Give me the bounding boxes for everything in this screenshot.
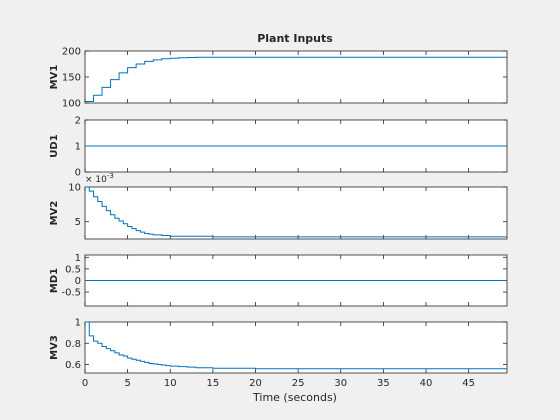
x-tick-label: 0 bbox=[82, 378, 88, 389]
y-tick-label: 200 bbox=[62, 47, 81, 58]
plot-area bbox=[84, 186, 508, 240]
y-tick-label: 1 bbox=[75, 318, 81, 329]
x-tick-label: 40 bbox=[420, 378, 433, 389]
y-axis-label: MV2 bbox=[49, 201, 60, 226]
subplot-ud1: 0 1 2 UD1 bbox=[49, 116, 508, 179]
y-exponent-label: × 10-3 bbox=[85, 172, 114, 185]
series-line-mv1 bbox=[85, 56, 507, 102]
y-tick-label: 10 bbox=[68, 183, 81, 194]
subplot-md1: -0.500.51 MD1 bbox=[49, 253, 508, 307]
y-tick-label: 0 bbox=[75, 276, 81, 287]
y-axis-label: MV1 bbox=[49, 65, 60, 90]
x-tick-label: 20 bbox=[249, 378, 262, 389]
y-tick-label: -0.5 bbox=[61, 288, 81, 299]
plot-area bbox=[84, 50, 508, 104]
y-tick-label: 0.6 bbox=[65, 360, 81, 371]
x-axis-label: Time (seconds) bbox=[252, 391, 337, 404]
x-tick-label: 35 bbox=[377, 378, 390, 389]
y-tick-label: 1 bbox=[75, 142, 81, 153]
chart-title: Plant Inputs bbox=[257, 32, 333, 45]
x-tick-label: 15 bbox=[207, 378, 220, 389]
y-tick-label: 0.5 bbox=[65, 264, 81, 275]
y-axis-label: UD1 bbox=[49, 134, 60, 157]
x-tick-label: 10 bbox=[164, 378, 177, 389]
y-tick-label: 0 bbox=[75, 168, 81, 179]
plot-area bbox=[84, 321, 508, 374]
x-tick-label: 30 bbox=[334, 378, 347, 389]
x-tick-label: 5 bbox=[124, 378, 130, 389]
y-axis-label: MD1 bbox=[49, 268, 60, 293]
y-tick-label: 150 bbox=[62, 73, 81, 84]
y-axis-label: MV3 bbox=[49, 335, 60, 360]
series-line-mv3 bbox=[85, 321, 507, 370]
y-tick-label: 1 bbox=[75, 253, 81, 264]
y-tick-label: 100 bbox=[62, 99, 81, 110]
x-tick-label: 45 bbox=[462, 378, 475, 389]
y-tick-label: 0.8 bbox=[65, 339, 81, 350]
series-line-mv2 bbox=[85, 186, 507, 238]
x-tick-label: 25 bbox=[292, 378, 305, 389]
y-tick-label: 5 bbox=[75, 217, 81, 228]
subplot-mv2: 5 10 × 10-3 MV2 bbox=[49, 172, 508, 240]
y-tick-label: 2 bbox=[75, 116, 81, 127]
